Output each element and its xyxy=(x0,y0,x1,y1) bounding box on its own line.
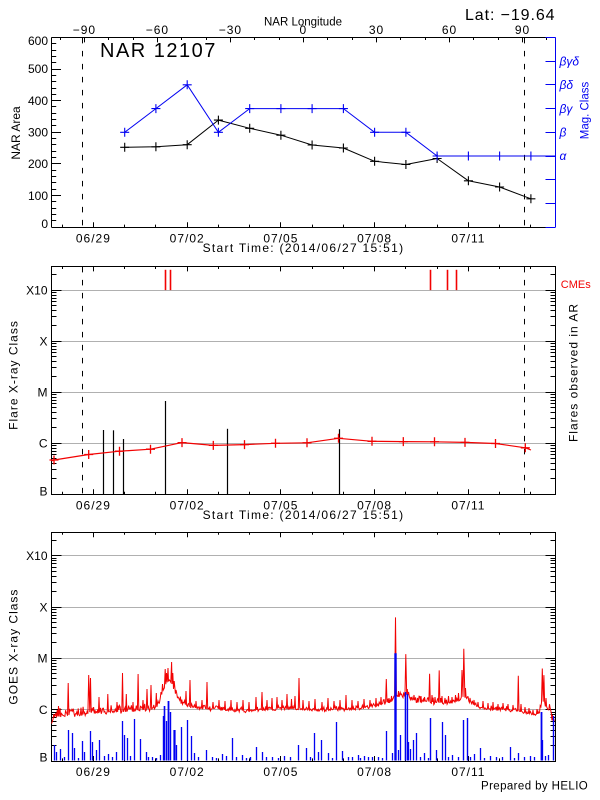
svg-text:−90: −90 xyxy=(73,23,96,37)
svg-text:M: M xyxy=(38,385,48,399)
svg-text:β: β xyxy=(559,126,567,140)
svg-text:07/08: 07/08 xyxy=(357,765,392,779)
svg-text:C: C xyxy=(39,436,48,450)
svg-text:Lat: −19.64: Lat: −19.64 xyxy=(465,7,555,24)
svg-text:100: 100 xyxy=(28,189,48,203)
svg-text:06/29: 06/29 xyxy=(76,499,111,513)
svg-text:07/11: 07/11 xyxy=(451,765,485,779)
svg-text:B: B xyxy=(39,751,47,765)
svg-text:CMEs: CMEs xyxy=(561,279,591,291)
svg-text:07/02: 07/02 xyxy=(170,765,205,779)
svg-text:30: 30 xyxy=(369,23,384,37)
svg-text:NAR Area: NAR Area xyxy=(9,106,23,160)
svg-text:X10: X10 xyxy=(26,549,48,563)
svg-text:X: X xyxy=(39,600,47,614)
svg-text:B: B xyxy=(39,484,47,498)
svg-text:Flare X-ray Class: Flare X-ray Class xyxy=(7,320,21,430)
svg-text:NAR Longitude: NAR Longitude xyxy=(264,17,342,29)
svg-text:07/11: 07/11 xyxy=(451,232,485,246)
svg-text:60: 60 xyxy=(442,23,457,37)
svg-text:07/08: 07/08 xyxy=(357,232,392,246)
svg-text:NAR 12107: NAR 12107 xyxy=(100,40,217,62)
svg-text:M: M xyxy=(38,652,48,666)
svg-text:Prepared by HELIO: Prepared by HELIO xyxy=(481,781,588,793)
svg-text:Start Time: (2014/06/27 15:51): Start Time: (2014/06/27 15:51) xyxy=(203,241,405,255)
svg-text:07/11: 07/11 xyxy=(451,499,485,513)
svg-text:X10: X10 xyxy=(26,283,48,297)
svg-text:90: 90 xyxy=(515,23,530,37)
svg-text:βδ: βδ xyxy=(559,78,574,92)
svg-text:07/08: 07/08 xyxy=(357,499,392,513)
svg-text:Start Time: (2014/06/27 15:51): Start Time: (2014/06/27 15:51) xyxy=(203,508,405,522)
svg-text:GOES X-ray Class: GOES X-ray Class xyxy=(7,589,21,705)
svg-text:C: C xyxy=(39,703,48,717)
svg-text:06/29: 06/29 xyxy=(76,765,111,779)
svg-text:Mag. Class: Mag. Class xyxy=(580,81,592,139)
svg-text:βγ: βγ xyxy=(559,102,574,116)
svg-text:500: 500 xyxy=(28,62,48,76)
svg-text:07/05: 07/05 xyxy=(263,499,298,513)
svg-text:Flares observed in AR: Flares observed in AR xyxy=(567,303,581,442)
svg-text:300: 300 xyxy=(28,126,48,140)
svg-text:200: 200 xyxy=(28,157,48,171)
svg-text:07/05: 07/05 xyxy=(263,765,298,779)
svg-text:−30: −30 xyxy=(219,23,242,37)
svg-text:400: 400 xyxy=(28,94,48,108)
svg-text:βγδ: βγδ xyxy=(559,54,580,68)
svg-text:−60: −60 xyxy=(146,23,169,37)
svg-text:06/29: 06/29 xyxy=(76,232,111,246)
svg-text:α: α xyxy=(560,149,568,163)
svg-text:07/05: 07/05 xyxy=(263,232,298,246)
svg-text:0: 0 xyxy=(300,23,308,37)
svg-text:0: 0 xyxy=(41,217,48,231)
svg-text:07/02: 07/02 xyxy=(170,232,205,246)
svg-text:X: X xyxy=(39,334,47,348)
svg-text:07/02: 07/02 xyxy=(170,499,205,513)
svg-text:600: 600 xyxy=(28,34,48,48)
